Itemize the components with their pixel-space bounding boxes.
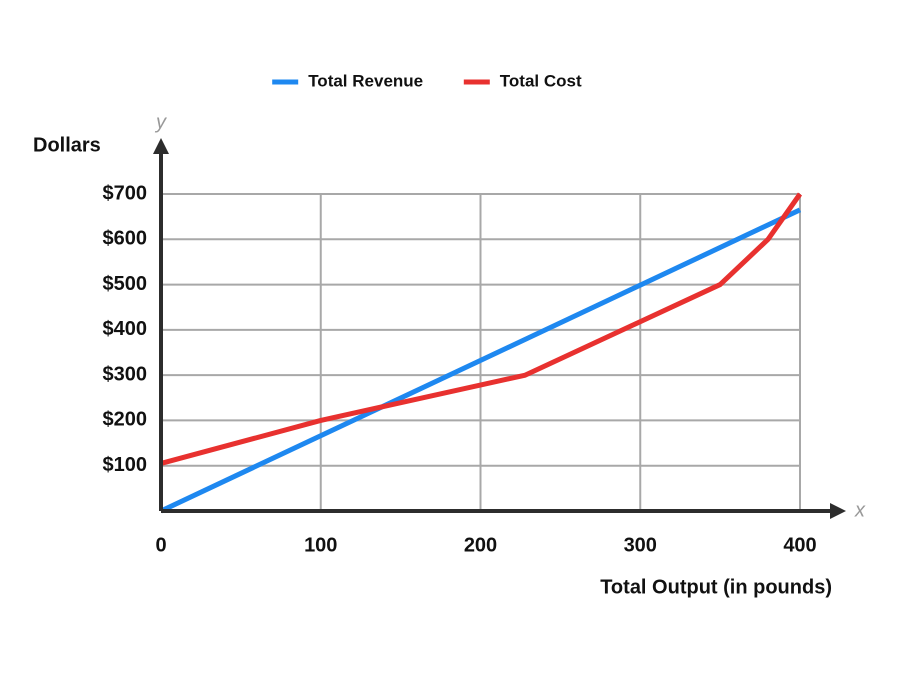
series-line bbox=[159, 207, 802, 514]
grid bbox=[161, 193, 801, 511]
x-axis-label: Total Output (in pounds) bbox=[600, 576, 832, 598]
x-tick-label: 400 bbox=[783, 534, 816, 556]
y-axis-symbol: y bbox=[154, 111, 167, 133]
y-tick-label: $200 bbox=[103, 409, 148, 431]
legend-label: Total Cost bbox=[500, 71, 582, 90]
y-tick-label: $300 bbox=[103, 363, 148, 385]
legend-label: Total Revenue bbox=[308, 71, 423, 90]
x-axis-symbol: x bbox=[854, 499, 866, 521]
y-tick-label: $400 bbox=[103, 318, 148, 340]
series-line bbox=[160, 192, 803, 466]
x-tick-label: 300 bbox=[624, 534, 657, 556]
y-tick-label: $700 bbox=[103, 182, 148, 204]
x-tick-label: 100 bbox=[304, 534, 337, 556]
series-lines bbox=[159, 192, 803, 514]
y-tick-label: $500 bbox=[103, 273, 148, 295]
legend: Total Revenue Total Cost bbox=[272, 71, 582, 90]
y-tick-label: $600 bbox=[103, 228, 148, 250]
x-tick-label: 200 bbox=[464, 534, 497, 556]
y-tick-label: $100 bbox=[103, 454, 148, 476]
x-tick-label: 0 bbox=[155, 534, 166, 556]
y-axis-label: Dollars bbox=[33, 134, 101, 156]
